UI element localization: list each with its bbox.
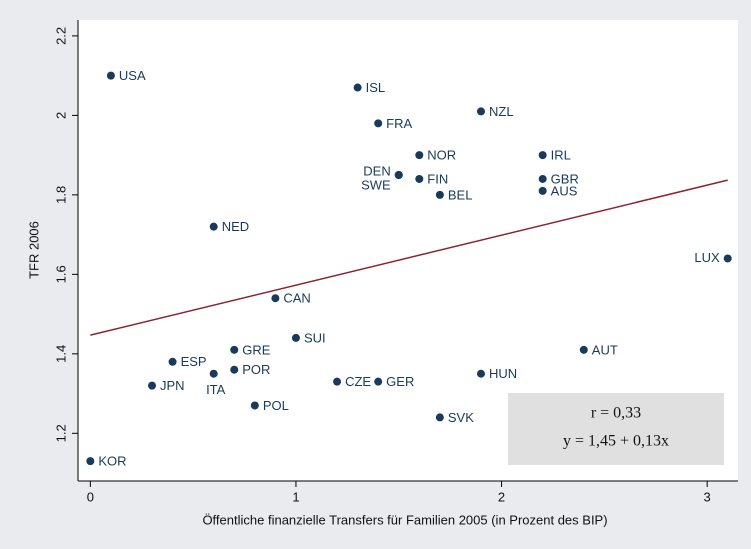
point-label: ISL [366,80,386,95]
y-tick-label: 2 [53,112,68,119]
point-label: SUI [304,330,326,345]
point-label: AUS [551,183,578,198]
point [230,345,239,354]
point [415,151,424,160]
point [168,357,177,366]
point [435,190,444,199]
point-label: GRE [242,342,271,357]
point-label: NZL [489,104,514,119]
point-label: JPN [160,378,185,393]
point [374,119,383,128]
annotation: y = 1,45 + 0,13x [563,433,669,450]
point-label: GER [386,374,414,389]
point-label: CAN [283,291,310,306]
y-tick-label: 2.2 [53,27,68,45]
point-label: GBR [551,171,579,186]
point [538,151,547,160]
point [271,294,280,303]
y-tick-label: 1.8 [53,186,68,204]
point-label: USA [119,68,146,83]
point-label: AUT [592,342,618,357]
x-tick-label: 1 [292,489,299,504]
point-label: DEN [363,163,390,178]
point [435,413,444,422]
x-tick-label: 2 [498,489,505,504]
point [86,457,95,466]
point [209,369,218,378]
point-label: ESP [181,354,207,369]
point-label: LUX [694,250,720,265]
x-tick-label: 3 [704,489,711,504]
annotation-bg [508,393,724,465]
point-label: SWE [361,177,391,192]
point [106,71,115,80]
y-tick-label: 1.4 [53,345,68,363]
point [250,401,259,410]
point-label: NED [222,219,249,234]
point-label: ITA [206,382,226,397]
point [230,365,239,374]
y-tick-label: 1.2 [53,424,68,442]
point [148,381,157,390]
point [333,377,342,386]
y-axis-label: TFR 2006 [26,221,41,279]
point-label: POL [263,398,289,413]
point [538,186,547,195]
point [291,333,300,342]
point [209,222,218,231]
point-label: HUN [489,366,517,381]
point-label: SVK [448,410,474,425]
point-label: CZE [345,374,371,389]
point-label: POR [242,362,270,377]
point [476,107,485,116]
fit-line [90,179,728,336]
point-label: KOR [98,454,126,469]
point [394,170,403,179]
annotation: r = 0,33 [591,405,641,422]
point-label: NOR [427,148,456,163]
point [353,83,362,92]
annotation-box: r = 0,33 y = 1,45 + 0,13x [508,393,724,465]
point [374,377,383,386]
point [476,369,485,378]
point-label: BEL [448,187,473,202]
point [723,254,732,263]
point [579,345,588,354]
y-tick-label: 1.6 [53,265,68,283]
point-label: FRA [386,116,412,131]
point-label: IRL [551,148,571,163]
point [538,174,547,183]
point-label: FIN [427,171,448,186]
point [415,174,424,183]
x-axis-label: Öffentliche finanzielle Transfers für Fa… [202,512,607,527]
x-tick-label: 0 [87,489,94,504]
